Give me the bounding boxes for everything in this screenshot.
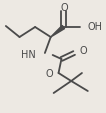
Text: O: O xyxy=(61,3,68,13)
Text: O: O xyxy=(45,68,53,78)
Text: O: O xyxy=(79,46,87,55)
Text: OH: OH xyxy=(88,22,103,32)
Text: HN: HN xyxy=(21,50,36,59)
Polygon shape xyxy=(51,26,65,38)
